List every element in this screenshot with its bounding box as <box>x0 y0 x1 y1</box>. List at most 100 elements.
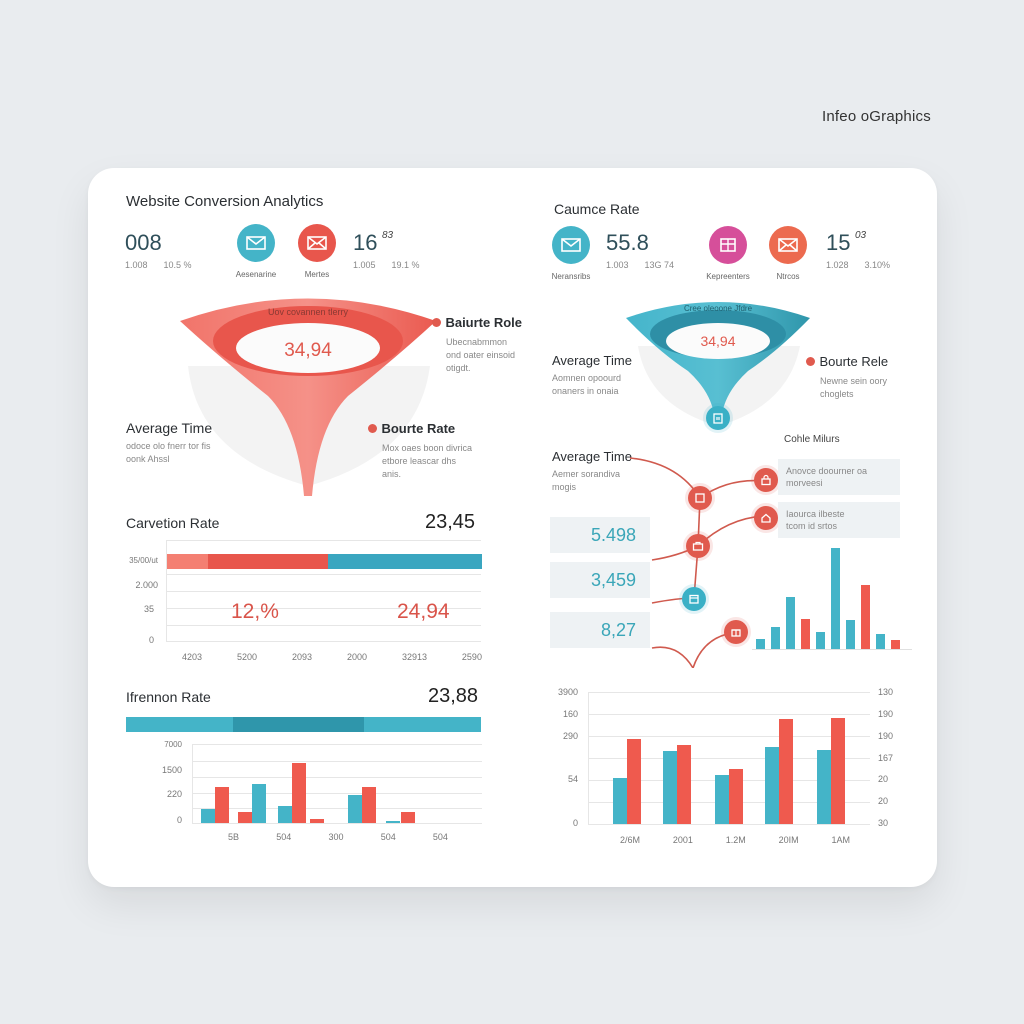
x-tick: 20IM <box>778 835 799 845</box>
value-box: 5.498 <box>550 517 650 553</box>
x-tick: 2/6M <box>620 835 641 845</box>
y-tick: 3900 <box>557 687 578 697</box>
mail-icon <box>552 226 590 264</box>
document-icon <box>688 486 712 510</box>
x-tick: 504 <box>380 832 396 842</box>
x-tick: 300 <box>328 832 344 842</box>
y-tick: 0 <box>572 818 578 828</box>
funnel-center-value: 34,94 <box>700 333 735 349</box>
header-bar <box>126 717 481 732</box>
kpi-value: 008 <box>125 230 162 255</box>
chart-headline-value: 23,88 <box>428 685 479 707</box>
legend-item: Bourte Rele Newne sein oory choglets <box>806 353 888 401</box>
icon-item[interactable]: Ntrcos <box>748 226 828 281</box>
legend-item: Average Time odoce olo fnerr tor fis oon… <box>126 420 212 466</box>
icon-label: Kepreenters <box>706 272 750 281</box>
chart-title: Ifrennon Rate <box>126 689 211 705</box>
grouped-bar-chart <box>192 744 482 824</box>
legend-item: Baiurte Role Ubecnabmmon ond oater einso… <box>432 314 522 375</box>
legend-item: Average Time Aomnen opoourd onaners in o… <box>552 353 632 398</box>
x-tick: 1.2M <box>725 835 746 845</box>
briefcase-icon <box>686 534 710 558</box>
calendar-icon <box>682 587 706 611</box>
legend-desc: anis. <box>382 469 402 479</box>
x-tick: 5B <box>228 832 240 842</box>
y-tick: 7000 <box>164 740 182 749</box>
funnel-top-label: Uov covannen tlerry <box>268 307 349 317</box>
y-tick-right: 130 <box>878 687 894 697</box>
icon-label: Neransribs <box>551 272 591 281</box>
legend-item: Bourte Rate Mox oaes boon divrica etbore… <box>368 420 472 481</box>
icon-item[interactable]: Kepreenters <box>688 226 768 281</box>
kpi-superscript: 83 <box>381 230 394 241</box>
legend-dot <box>432 318 441 327</box>
x-tick: 5200 <box>236 652 258 662</box>
stacked-bar <box>167 554 482 569</box>
x-tick: 2000 <box>346 652 367 662</box>
y-tick-right: 20 <box>878 796 889 806</box>
icon-item[interactable]: Neransribs <box>531 226 611 281</box>
funnel-chart-red: Uov covannen tlerry 34,94 <box>180 298 436 496</box>
y-tick: 2.000 <box>135 580 158 590</box>
icon-label: Aesenarine <box>235 270 277 279</box>
legend-desc: Aomnen opoourd <box>552 373 622 383</box>
y-tick: 0 <box>148 635 154 645</box>
legend-title: Bourte Rate <box>381 421 456 436</box>
value-box: 8,27 <box>550 612 650 648</box>
flow-desc-line: Aemer sorandiva <box>552 469 621 479</box>
annotation: 24,94 <box>397 600 450 623</box>
flow-desc-line: mogis <box>552 482 577 492</box>
x-tick: 504 <box>432 832 448 842</box>
x-axis: 4203 5200 2093 2000 32913 2590 <box>182 652 482 662</box>
funnel-top-label: Cree oleoone Jfdre <box>684 304 753 313</box>
legend-dot <box>368 424 377 433</box>
kpi-sub: 1.005 <box>353 260 376 270</box>
dashboard-card: Website Conversion Analytics 008 1.008 1… <box>88 168 937 887</box>
legend-title: Average Time <box>126 420 213 436</box>
section-title: Caumce Rate <box>554 201 640 217</box>
kpi-sub: 1.003 <box>606 260 629 270</box>
legend-desc: otigdt. <box>446 363 471 373</box>
y-tick: 54 <box>567 774 578 784</box>
y-tick: 290 <box>562 731 578 741</box>
y-tick: 160 <box>562 709 578 719</box>
kpi-right-2: 15 03 1.028 3.10% <box>826 230 890 270</box>
legend-desc: ond oater einsoid <box>446 350 516 360</box>
legend-desc: onaners in onaia <box>552 386 619 396</box>
kpi-left-1: 008 1.008 10.5 % <box>125 230 192 270</box>
icon-item[interactable]: Aesenarine <box>216 224 296 279</box>
y-tick-right: 190 <box>878 731 894 741</box>
kpi-sub: 1.028 <box>826 260 849 270</box>
legend-desc: Newne sein oory <box>820 376 888 386</box>
x-tick: 2001 <box>672 835 693 845</box>
kpi-sub: 1.008 <box>125 260 148 270</box>
icon-item[interactable]: Mertes <box>277 224 357 279</box>
legend-desc: choglets <box>820 389 854 399</box>
kpi-sub: 3.10% <box>864 260 891 270</box>
bar-segment <box>207 554 328 569</box>
legend-title: Bourte Rele <box>819 354 889 369</box>
bar-segment <box>167 554 208 569</box>
icon-label: Ntrcos <box>776 272 800 281</box>
y-tick: 220 <box>166 789 182 799</box>
bars <box>193 744 482 823</box>
kpi-superscript: 03 <box>854 230 867 241</box>
legend-desc: oonk Ahssl <box>126 454 170 464</box>
funnel-chart-teal: Cree oleoone Jfdre 34,94 <box>626 302 810 426</box>
chart-headline-value: 23,45 <box>425 511 476 533</box>
legend-desc: odoce olo fnerr tor fis <box>126 441 211 451</box>
y-tick-right: 20 <box>878 774 889 784</box>
lock-icon <box>754 468 778 492</box>
note-box: Iaourca ilbeste tcom id srtos <box>778 502 900 538</box>
y-tick-right: 190 <box>878 709 894 719</box>
note-text: Iaourca ilbeste <box>786 509 845 519</box>
building-icon <box>706 406 730 430</box>
flow-desc: Aemer sorandiva mogis <box>552 468 620 494</box>
chart-title: Carvetion Rate <box>126 515 220 531</box>
icon-label: Mertes <box>304 270 330 279</box>
y-tick: 1500 <box>161 765 182 775</box>
mail-icon <box>237 224 275 262</box>
mail-open-icon <box>298 224 336 262</box>
y-tick: 35 <box>143 604 154 614</box>
dual-axis-bar-chart <box>588 692 870 825</box>
